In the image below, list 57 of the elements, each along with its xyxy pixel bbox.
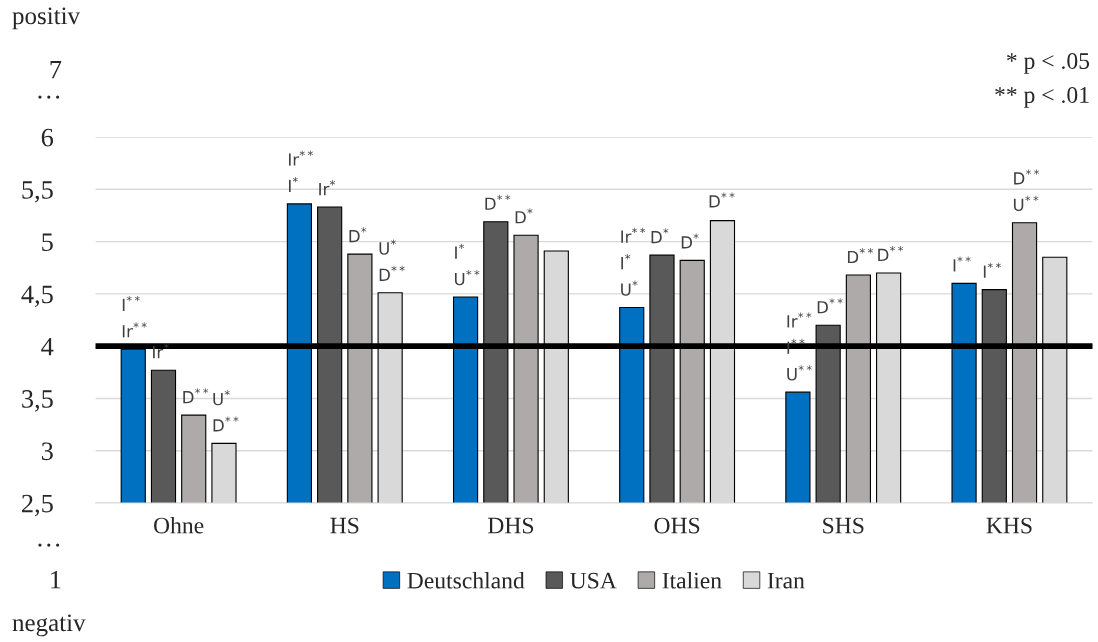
y-tick-label: 2,5 bbox=[22, 494, 53, 517]
legend-label: Deutschland bbox=[407, 571, 525, 589]
y-tick-label: 4 bbox=[41, 337, 54, 356]
annotation: D$^{**}$ bbox=[847, 248, 873, 264]
x-tick-label: HS bbox=[330, 517, 359, 534]
annotation: D$^{*}$ bbox=[651, 228, 669, 244]
annotation: D$^{**}$ bbox=[1014, 169, 1040, 185]
text: negativ bbox=[12, 614, 86, 637]
text: … bbox=[38, 95, 60, 99]
legend-label: USA bbox=[570, 572, 617, 589]
annotation: D$^{*}$ bbox=[349, 227, 367, 243]
annotation: D$^{*}$ bbox=[681, 233, 699, 249]
annotation: I$^{*}$ bbox=[455, 243, 465, 259]
annotation: D$^{**}$ bbox=[379, 265, 405, 281]
text: ** p < .01 bbox=[995, 86, 1089, 108]
y-tick-label: 6 bbox=[41, 128, 54, 147]
annotation: I$^{*}$ bbox=[621, 254, 631, 270]
x-tick-label: Ohne bbox=[154, 516, 204, 534]
annotation: I$^{**}$ bbox=[983, 262, 1001, 278]
annotation: I$^{*}$ bbox=[289, 176, 298, 192]
annotation: D$^{**}$ bbox=[485, 194, 511, 210]
annotation: Ir$^{**}$ bbox=[289, 150, 313, 166]
y-tick-label: 3 bbox=[41, 442, 53, 461]
legend-label: Italien bbox=[662, 571, 722, 589]
annotation: U$^{**}$ bbox=[787, 365, 812, 381]
annotation: I$^{**}$ bbox=[953, 256, 971, 272]
annotation: Ir$^{**}$ bbox=[787, 312, 812, 328]
x-tick-label: DHS bbox=[488, 517, 534, 534]
annotation: U$^{*}$ bbox=[379, 239, 396, 255]
annotation: U$^{**}$ bbox=[454, 270, 480, 286]
x-tick-label: OHS bbox=[654, 517, 700, 534]
annotation: D$^{**}$ bbox=[817, 298, 843, 314]
legend-label: Iran bbox=[767, 572, 805, 589]
annotation: D$^{*}$ bbox=[515, 208, 533, 224]
text: … bbox=[38, 543, 60, 547]
annotation: D$^{**}$ bbox=[709, 192, 735, 208]
annotation: U$^{**}$ bbox=[1013, 195, 1039, 212]
y-tick-label: 3,5 bbox=[22, 390, 53, 412]
annotation: Ir$^{*}$ bbox=[319, 180, 336, 196]
annotation: I$^{**}$ bbox=[122, 295, 140, 311]
text: 7 bbox=[50, 61, 62, 79]
y-tick-label: 5,5 bbox=[22, 181, 53, 203]
annotation: Ir$^{**}$ bbox=[122, 322, 147, 338]
annotation: U$^{*}$ bbox=[621, 280, 638, 296]
y-tick-label: 5 bbox=[42, 233, 53, 251]
annotation: U$^{*}$ bbox=[213, 390, 230, 406]
annotation: Ir$^{**}$ bbox=[621, 227, 646, 243]
text: 1 bbox=[51, 570, 61, 589]
x-tick-label: KHS bbox=[986, 517, 1032, 534]
text: * p < .05 bbox=[1007, 52, 1090, 74]
x-tick-label: SHS bbox=[823, 517, 864, 534]
annotation: D$^{**}$ bbox=[213, 416, 239, 432]
text: positiv bbox=[12, 7, 81, 30]
annotation: D$^{**}$ bbox=[878, 245, 904, 262]
y-tick-label: 4,5 bbox=[21, 285, 53, 308]
annotation: Ir$^{*}$ bbox=[153, 343, 169, 359]
annotation: D$^{**}$ bbox=[183, 388, 209, 404]
